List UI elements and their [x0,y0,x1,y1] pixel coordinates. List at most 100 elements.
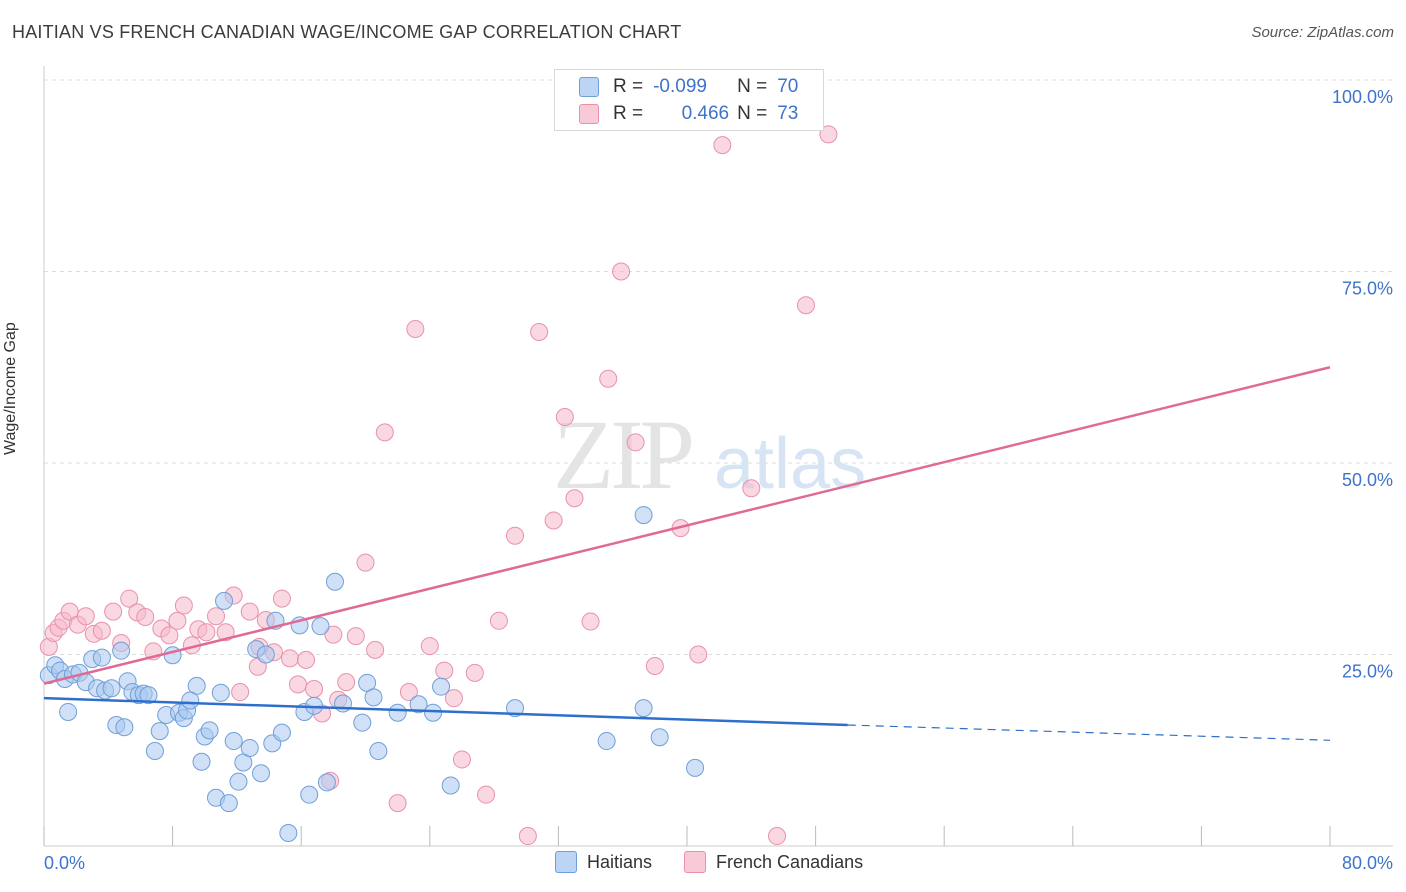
french-canadians-point [544,511,563,530]
haitians-point [441,776,460,795]
french-legend-label: French Canadians [716,851,864,872]
french-canadians-point [420,637,439,656]
french-canadians-point [399,683,418,702]
haitians-point [353,713,372,732]
haitians-point [252,764,271,783]
haitians-point [300,785,319,804]
legend-row-haitians: R = -0.099 N = 70 [579,75,798,99]
haitians-point [311,617,330,636]
y-tick-label: 100.0% [1332,87,1393,107]
french-canadians-point [505,526,524,545]
watermark-atlas: atlas [714,424,866,504]
haitians-point [369,742,388,761]
y-tick-label: 50.0% [1342,470,1393,490]
french-canadians-point [120,589,139,608]
haitians-point [229,772,248,791]
chart-title: HAITIAN VS FRENCH CANADIAN WAGE/INCOME G… [12,22,682,42]
french-canadians-trend-line [43,366,1331,685]
french-canadians-point [174,596,193,615]
french-canadians-point [435,661,454,680]
french-canadians-point [76,607,95,626]
haitians-point [279,823,298,842]
haitians-point [102,679,121,698]
french-n-label: N = [737,103,768,124]
haitians-point [597,732,616,751]
french-canadians-point [216,623,235,642]
french-r-value: 0.466 [681,103,730,124]
haitians-trend-line [43,696,848,727]
haitians-point [388,703,407,722]
french-canadians-point [489,611,508,630]
trend-lines [43,366,1331,741]
haitians-point [364,688,383,707]
french-canadians-point [742,479,761,498]
french-canadians-point [406,319,425,338]
french-canadians-point [819,125,838,144]
french-canadians-point [645,656,664,675]
haitians-n-value: 70 [777,76,799,97]
haitians-point [59,702,78,721]
french-canadians-point [346,627,365,646]
y-tick-label: 75.0% [1342,279,1393,299]
haitians-point [650,728,669,747]
french-canadians-point [388,794,407,813]
french-canadians-point [518,827,537,846]
french-canadians-point [612,262,631,281]
haitians-r-label: R = [613,76,644,97]
haitians-point [211,683,230,702]
haitians-point [200,721,219,740]
legend-item-haitians[interactable]: Haitians [555,851,652,873]
french-canadians-point [477,785,496,804]
french-canadians-point [555,408,574,427]
haitians-n-label: N = [737,76,768,97]
haitians-legend-label: Haitians [587,851,653,872]
haitians-point [215,591,234,610]
haitians-point [112,641,131,660]
french-canadians-point [375,423,394,442]
french-canadians-point [356,553,375,572]
haitians-r-value: -0.099 [653,76,707,97]
haitians-point [150,722,169,741]
french-canadians-point [272,589,291,608]
french-canadians-point [565,489,584,508]
x-tick-label-min: 0.0% [44,853,85,873]
french-canadians-point [581,612,600,631]
french-canadians-point [452,750,471,769]
haitians-point [634,506,653,525]
haitians-point [219,794,238,813]
haitians-point [686,758,705,777]
haitians-point [432,677,451,696]
french-canadians-point [136,607,155,626]
haitians-point [192,752,211,771]
french-canadians-point [288,675,307,694]
series-legend: Haitians French Canadians [555,851,895,873]
french-legend-swatch [684,851,707,873]
haitians-trend-extension [847,724,1331,741]
french-canadians-point [297,650,316,669]
x-tick-label-max: 80.0% [1342,853,1393,873]
haitians-point [139,686,158,705]
french-canadians-point [92,621,111,640]
axes [43,66,1393,847]
haitians-point [92,648,111,667]
haitians-point [424,703,443,722]
french-canadians-point [768,827,787,846]
legend-item-french-canadians[interactable]: French Canadians [684,851,863,873]
french-canadians-point [207,607,226,626]
french-canadians-point [104,602,123,621]
haitians-point [505,699,524,718]
haitians-point [240,738,259,757]
haitians-swatch [579,77,599,97]
french-n-value: 73 [777,103,799,124]
haitians-point [409,695,428,714]
french-canadians-point [305,679,324,698]
french-canadians-point [197,623,216,642]
source-credit: Source: ZipAtlas.com [1251,24,1394,41]
correlation-legend: R = -0.099 N = 70 R = 0.466 N = 73 [554,69,824,131]
french-canadians-point [324,625,343,644]
french-canadians-point [160,626,179,645]
french-canadians-point [599,369,618,388]
french-canadians-point [465,663,484,682]
french-canadians-point [240,602,259,621]
